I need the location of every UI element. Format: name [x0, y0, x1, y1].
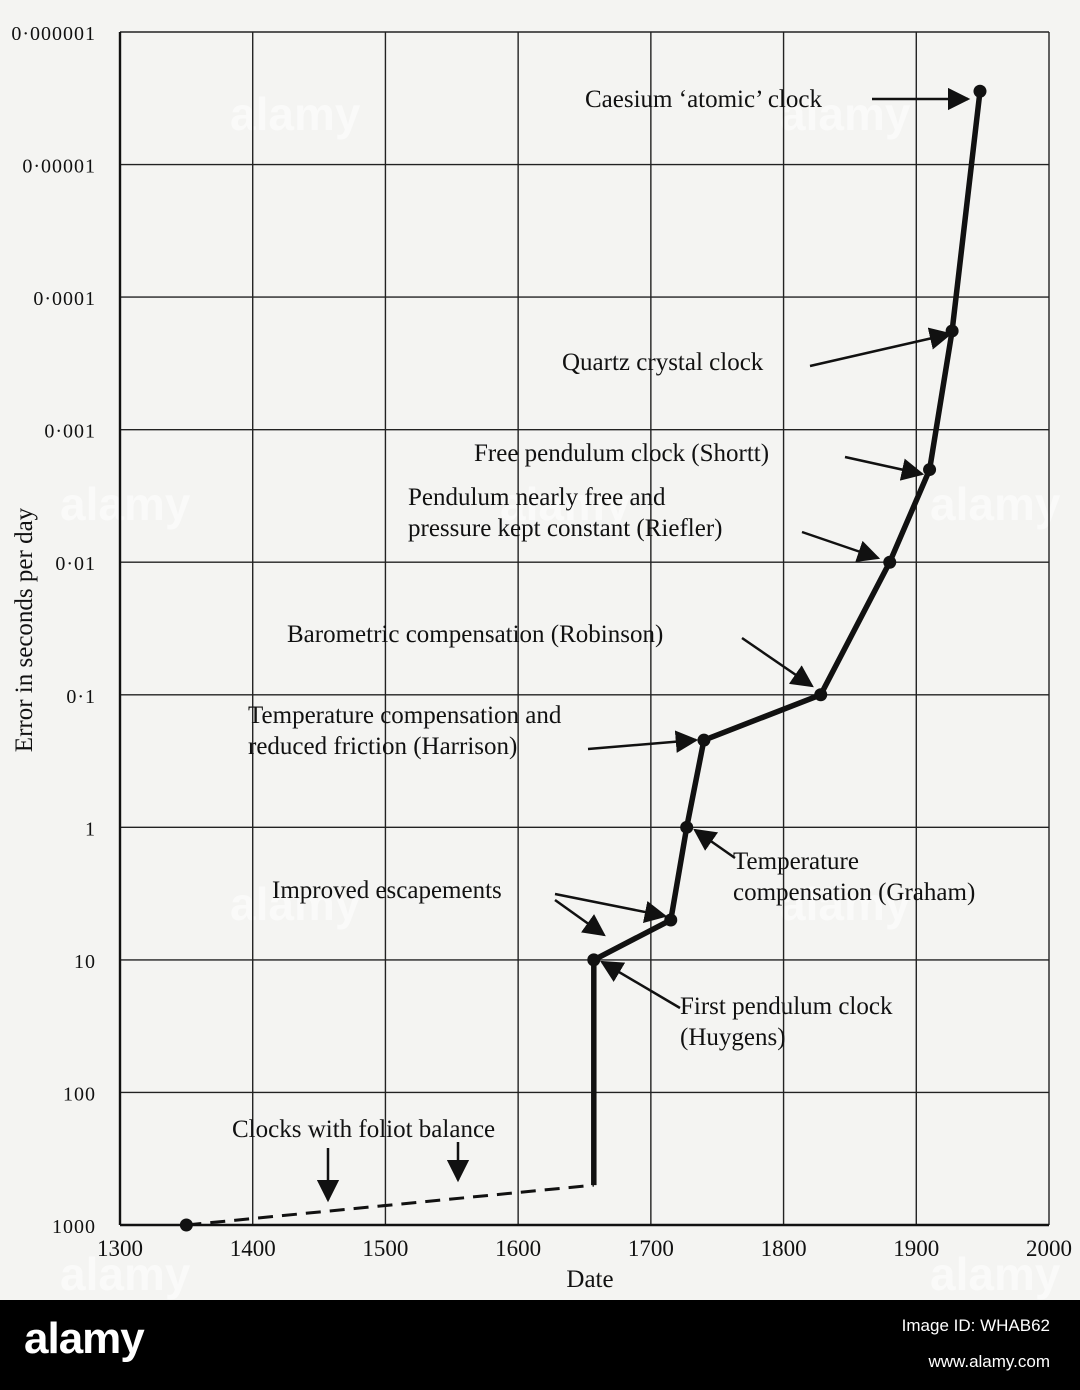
x-tick-label: 1300 [97, 1236, 143, 1261]
image-id: Image ID: WHAB62 [901, 1316, 1050, 1335]
annotation-first-pendulum-clock: First pendulum clock (Huygens) [680, 993, 893, 1051]
y-tick-label: 1 [85, 818, 96, 840]
series-line-dashed [186, 1183, 594, 1227]
y-tick-label: 0·0001 [33, 288, 96, 310]
annotation-quartz-crystal-clock: Quartz crystal clock [562, 349, 764, 376]
annotation-arrow [801, 530, 881, 563]
annotation-foliot-balance: Clocks with foliot balance [232, 1116, 495, 1143]
data-point [697, 733, 711, 747]
watermark-text: alamy [930, 1248, 1061, 1300]
y-tick-label: 0·001 [44, 421, 96, 443]
y-tick-label: 0·1 [66, 686, 96, 708]
y-axis-title: Error in seconds per day [11, 507, 38, 752]
annotation-arrow [693, 828, 736, 860]
annotation-caesium-atomic-clock: Caesium ‘atomic’ clock [585, 86, 822, 113]
annotation-arrow [809, 327, 953, 368]
y-tick-label: 0·00001 [22, 156, 96, 178]
data-point [664, 913, 678, 927]
annotation-arrow [741, 636, 814, 688]
annotation-barometric-compensation: Barometric compensation (Robinson) [287, 621, 663, 648]
watermark-text: alamy [60, 478, 191, 530]
annotation-arrow [554, 892, 668, 924]
x-tick-label: 1800 [761, 1236, 807, 1261]
annotation-arrow [587, 730, 699, 753]
annotation-harrison: Temperature compensation and reduced fric… [248, 702, 562, 760]
watermark-text: alamy [230, 88, 361, 140]
annotation-line: Clocks with foliot balance [232, 1116, 495, 1143]
y-tick-label: 1000 [52, 1216, 96, 1238]
x-tick-label: 1600 [495, 1236, 541, 1261]
footer-bar: alamy Image ID: WHAB62 www.alamy.com [0, 1300, 1080, 1390]
x-tick-label: 2000 [1026, 1236, 1072, 1261]
annotation-line: First pendulum clock [680, 993, 893, 1020]
annotation-line: pressure kept constant (Riefler) [408, 515, 722, 542]
watermark-text: alamy [780, 878, 911, 930]
annotation-line: Temperature [733, 848, 859, 875]
data-point [923, 463, 937, 477]
chart: alamy alamy alamy alamy alamy alamy alamy alamy… [11, 23, 1072, 1300]
data-point [179, 1218, 193, 1232]
annotation-free-pendulum-clock-shortt: Free pendulum clock (Shortt) [474, 440, 769, 467]
x-tick-label: 1700 [628, 1236, 674, 1261]
watermark-text: alamy [780, 88, 911, 140]
alamy-logo: alamy [24, 1314, 145, 1363]
annotation-improved-escapements: Improved escapements [272, 877, 502, 904]
watermark-text: alamy [500, 478, 631, 530]
annotation-arrow [844, 455, 925, 481]
data-point [587, 953, 601, 967]
annotation-line: reduced friction (Harrison) [248, 733, 517, 760]
x-axis-title: Date [566, 1266, 613, 1293]
annotation-line: Barometric compensation (Robinson) [287, 621, 663, 648]
y-tick-label: 100 [63, 1083, 96, 1105]
annotation-line: Pendulum nearly free and [408, 484, 666, 511]
x-tick-label: 1400 [230, 1236, 276, 1261]
watermark-text: alamy [60, 1248, 191, 1300]
annotation-line: Caesium ‘atomic’ clock [585, 86, 822, 113]
annotation-arrow [554, 898, 606, 937]
y-tick-label: 0·01 [55, 553, 96, 575]
x-tick-label: 1500 [362, 1236, 408, 1261]
data-point [680, 820, 694, 834]
data-point [973, 84, 987, 98]
y-tick-label: 10 [74, 951, 96, 973]
data-point [883, 555, 897, 569]
annotation-line: Temperature compensation and [248, 702, 562, 729]
y-tick-label: 0·000001 [11, 23, 96, 45]
annotation-line: Free pendulum clock (Shortt) [474, 440, 769, 467]
annotation-line: Improved escapements [272, 877, 502, 904]
x-tick-label: 1900 [893, 1236, 939, 1261]
annotation-graham: Temperature compensation (Graham) [733, 848, 975, 906]
annotation-line: (Huygens) [680, 1024, 786, 1051]
annotation-riefler: Pendulum nearly free and pressure kept co… [408, 484, 722, 542]
annotation-arrow [600, 960, 681, 1010]
series-line-solid [591, 90, 983, 1186]
annotation-line: Quartz crystal clock [562, 349, 764, 376]
watermark-text: alamy [230, 878, 361, 930]
annotation-line: compensation (Graham) [733, 879, 975, 906]
data-point [814, 688, 828, 702]
site-url: www.alamy.com [928, 1352, 1050, 1371]
watermark-text: alamy [930, 478, 1061, 530]
